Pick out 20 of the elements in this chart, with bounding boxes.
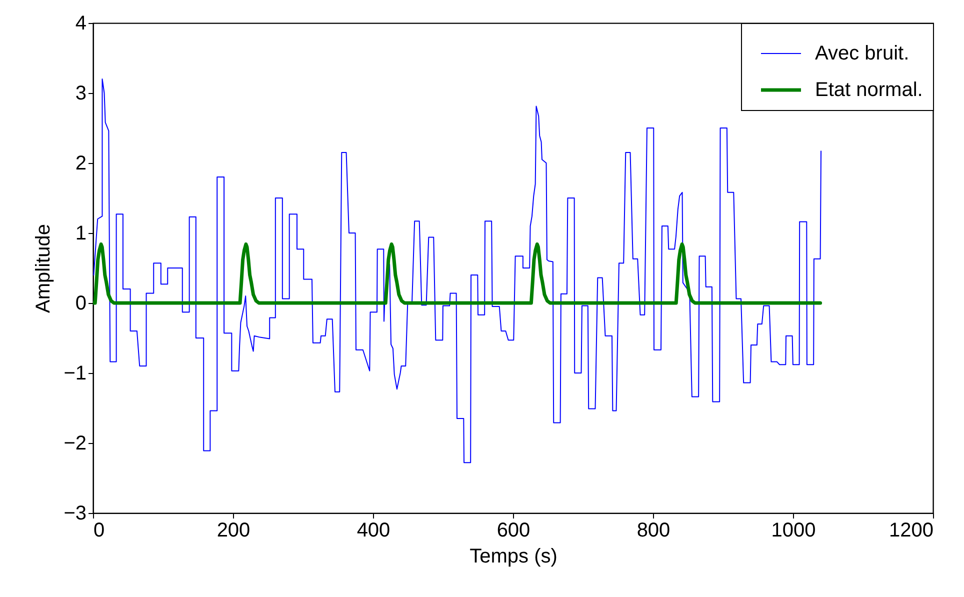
x-axis-title: Temps (s) [470,546,558,568]
y-tick-label: 1 [75,222,86,244]
x-tick-label: 0 [94,520,105,542]
y-tick-label: 3 [75,82,86,104]
x-tick-label: 200 [216,520,250,542]
y-tick-label: −3 [64,502,86,524]
legend-label: Avec bruit. [815,42,910,64]
y-tick-label: −1 [64,362,86,384]
y-tick-label: −2 [64,432,86,454]
x-tick-label: 800 [636,520,670,542]
line-series [93,242,822,305]
legend-label: Etat normal. [815,79,923,101]
x-tick-label: 1000 [771,520,816,542]
x-tick-label: 600 [496,520,530,542]
y-tick-label: 0 [75,292,86,314]
y-tick-label: 4 [75,12,86,34]
y-axis-title: Amplitude [32,224,55,313]
y-tick-label: 2 [75,152,86,174]
x-tick-label: 1200 [889,520,934,542]
x-tick-label: 400 [356,520,390,542]
